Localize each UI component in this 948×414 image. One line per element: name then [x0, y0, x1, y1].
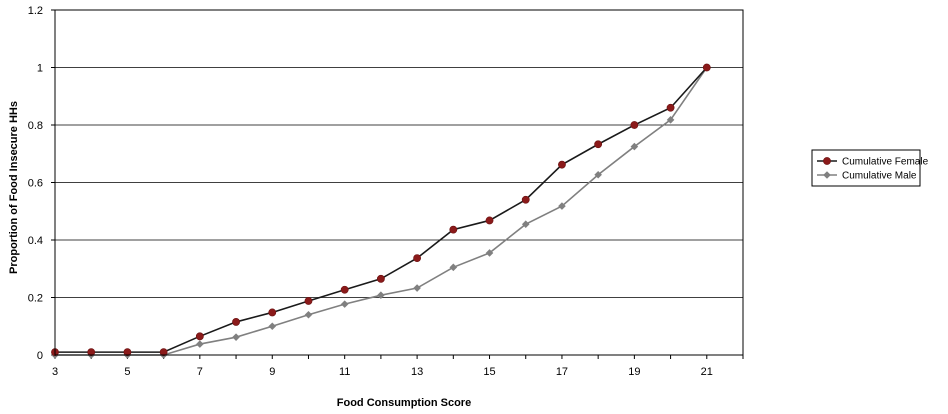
data-point	[340, 300, 349, 308]
y-tick-label: 0.8	[28, 120, 43, 132]
data-point	[268, 322, 277, 331]
data-point	[304, 310, 313, 319]
data-point	[340, 285, 349, 294]
data-point	[159, 348, 168, 357]
y-tick-label: 1	[37, 63, 43, 75]
data-point	[594, 140, 603, 149]
x-tick-label: 19	[628, 366, 640, 378]
y-tick-label: 1.2	[28, 5, 43, 17]
x-tick-label: 5	[124, 366, 130, 378]
data-point	[594, 170, 602, 179]
data-point	[196, 340, 204, 348]
data-point	[521, 195, 530, 204]
y-axis: 0 0.2 0.4 0.6 0.8 1 1.2	[28, 5, 55, 362]
data-point	[377, 291, 385, 299]
y-tick-label: 0.4	[28, 235, 43, 247]
y-tick-label: 0.2	[28, 293, 43, 305]
data-point	[702, 63, 711, 72]
x-axis: 3 5 7 9 11 13 15 17 19 21	[52, 355, 744, 378]
x-axis-title: Food Consumption Score	[337, 397, 471, 409]
legend-swatch-marker	[823, 157, 831, 165]
data-point	[376, 274, 385, 283]
y-tick-label: 0.6	[28, 178, 43, 190]
x-tick-label: 7	[197, 366, 203, 378]
x-tick-label: 11	[339, 366, 350, 378]
data-point	[232, 333, 240, 341]
series-cumulative-male	[51, 63, 711, 359]
data-point	[449, 225, 458, 234]
series-cumulative-female	[51, 63, 711, 357]
data-point	[87, 348, 96, 357]
legend: Cumulative Female Cumulative Male	[811, 149, 929, 187]
legend-label: Cumulative Female	[842, 157, 929, 168]
legend-swatch-marker	[823, 171, 831, 179]
x-tick-label: 15	[483, 366, 495, 378]
plot-frame	[54, 9, 744, 356]
data-point	[666, 103, 675, 112]
data-point	[558, 202, 566, 210]
series-line	[55, 66, 708, 353]
data-point	[485, 216, 494, 225]
legend-item: Cumulative Male	[817, 171, 917, 182]
y-tick-label: 0	[37, 350, 43, 362]
data-point	[413, 284, 421, 292]
data-point	[232, 318, 240, 326]
legend-item: Cumulative Female	[817, 157, 929, 168]
x-tick-label: 3	[52, 366, 58, 378]
data-point	[123, 348, 132, 357]
data-point	[666, 116, 675, 124]
data-point	[558, 160, 566, 169]
x-tick-label: 21	[701, 366, 713, 378]
data-point	[268, 308, 277, 317]
data-point	[449, 263, 458, 272]
plot-series	[51, 63, 711, 359]
data-point	[630, 142, 639, 151]
data-point	[304, 297, 313, 305]
data-point	[630, 121, 639, 129]
x-tick-label: 17	[556, 366, 568, 378]
series-line	[55, 67, 708, 356]
legend-box	[811, 149, 921, 187]
legend-label: Cumulative Male	[842, 171, 917, 182]
y-axis-title: Proportion of Food Insecure HHs	[8, 101, 20, 274]
data-point	[195, 332, 204, 341]
grid-lines	[55, 67, 743, 298]
x-tick-label: 9	[269, 366, 275, 378]
data-point	[521, 220, 530, 228]
data-point	[413, 254, 422, 263]
x-tick-label: 13	[411, 366, 423, 378]
data-point	[485, 249, 494, 257]
